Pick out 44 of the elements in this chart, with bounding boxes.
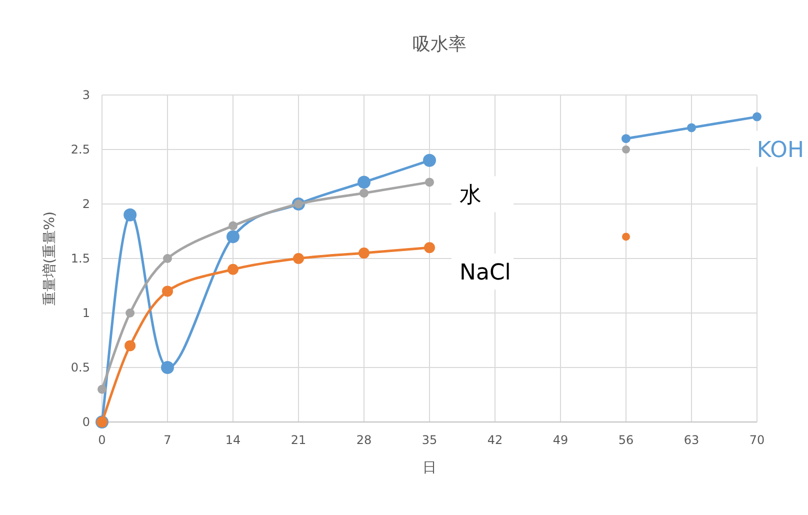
x-tick-label: 21	[290, 433, 306, 447]
y-tick-label: 2.5	[70, 142, 90, 156]
x-tick-label: 49	[552, 433, 568, 447]
y-axis-title: 重量増(重量%)	[41, 211, 58, 306]
x-tick-label: 7	[164, 433, 172, 447]
point	[293, 253, 304, 264]
point	[228, 264, 238, 275]
point	[226, 230, 240, 244]
y-tick-label: 3	[82, 88, 90, 102]
point	[124, 208, 137, 222]
x-tick-label: 28	[356, 433, 372, 447]
x-tick-label: 63	[684, 433, 700, 447]
x-tick-label: 35	[422, 433, 438, 447]
y-tick-label: 1	[82, 306, 90, 320]
point	[424, 242, 435, 254]
point	[358, 176, 370, 189]
point	[687, 123, 696, 132]
x-tick-label: 56	[618, 433, 634, 447]
point	[425, 178, 434, 187]
y-tick-label: 1.5	[70, 252, 90, 266]
chart-title: 吸水率	[412, 34, 466, 55]
point	[98, 384, 106, 394]
x-tick-label: 14	[225, 433, 241, 447]
y-tick-label: 2	[82, 197, 90, 211]
point	[228, 221, 238, 230]
x-tick-label: 0	[98, 433, 106, 447]
point	[124, 340, 136, 352]
point	[162, 286, 173, 297]
y-tick-label: 0.5	[70, 360, 90, 374]
point	[163, 254, 172, 263]
point	[423, 154, 436, 167]
series-label: 水	[460, 183, 482, 208]
point	[752, 112, 762, 122]
y-tick-label: 0	[82, 415, 90, 429]
x-tick-label: 42	[487, 433, 503, 447]
x-axis-title: 日	[422, 460, 436, 476]
series-label: NaCl	[460, 260, 511, 286]
text: KOH	[756, 138, 804, 163]
point	[126, 308, 135, 318]
point	[161, 361, 174, 374]
x-tick-label: 70	[749, 433, 765, 447]
point	[622, 134, 630, 144]
point	[360, 188, 368, 198]
point	[358, 248, 370, 259]
